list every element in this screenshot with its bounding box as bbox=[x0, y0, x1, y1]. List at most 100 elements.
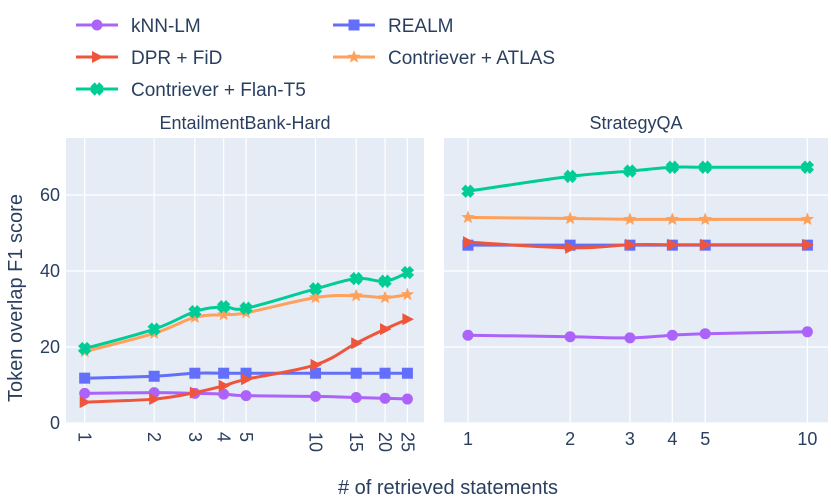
data-point-knn-lm bbox=[79, 387, 91, 399]
legend[interactable]: kNN-LM REALM DPR + FiD Contriever + ATLAS Co… bbox=[76, 16, 555, 101]
series-line-dpr-fid bbox=[467, 240, 808, 250]
legend-item-realm[interactable]: REALM bbox=[333, 16, 453, 37]
series-line-contriever-atlas bbox=[467, 215, 808, 221]
data-point-dpr-fid bbox=[700, 238, 712, 251]
data-point-contriever-flan-t5 bbox=[188, 304, 202, 319]
plot-area-strategyqa bbox=[444, 138, 828, 423]
data-point-knn-lm bbox=[401, 393, 413, 405]
x-tick-label: 10 bbox=[797, 429, 817, 449]
data-point-contriever-flan-t5 bbox=[400, 265, 415, 280]
series-group-strategyqa bbox=[461, 160, 815, 344]
legend-item-dpr-fid[interactable]: DPR + FiD bbox=[76, 48, 222, 69]
data-point-knn-lm bbox=[240, 390, 252, 402]
series-realm bbox=[79, 367, 413, 384]
data-point-realm bbox=[379, 367, 391, 379]
legend-label-contriever-flan-t5: Contriever + Flan-T5 bbox=[131, 80, 306, 101]
data-point-contriever-atlas bbox=[665, 212, 679, 225]
x-tick-label: 5 bbox=[700, 429, 710, 449]
data-point-realm bbox=[218, 367, 230, 379]
x-tick-label: 3 bbox=[625, 429, 635, 449]
data-point-knn-lm bbox=[699, 328, 711, 340]
legend-label-realm: REALM bbox=[388, 16, 453, 37]
data-point-contriever-atlas bbox=[349, 288, 363, 302]
data-point-realm bbox=[310, 367, 322, 379]
panel-entailmentbank-hard: 1 2 3 4 5 10 15 20 25 EntailmentBank-Hard bbox=[66, 113, 424, 452]
x-tick-label: 10 bbox=[306, 432, 326, 452]
data-point-dpr-fid bbox=[189, 386, 202, 399]
data-point-knn-lm bbox=[666, 329, 678, 341]
legend-item-contriever-flan-t5[interactable]: Contriever + Flan-T5 bbox=[76, 80, 306, 101]
legend-marker-dpr-fid bbox=[92, 51, 104, 63]
legend-marker-knn-lm bbox=[91, 19, 103, 31]
x-ticks-entailmentbank-hard: 1 2 3 4 5 10 15 20 25 bbox=[75, 432, 418, 452]
data-point-knn-lm bbox=[350, 392, 362, 404]
legend-marker-contriever-atlas bbox=[347, 50, 361, 63]
data-point-realm bbox=[401, 367, 413, 379]
data-point-knn-lm bbox=[310, 390, 322, 402]
series-contriever-flan-t5 bbox=[77, 265, 415, 356]
data-point-dpr-fid bbox=[624, 238, 637, 251]
data-point-contriever-atlas bbox=[308, 290, 323, 304]
data-point-contriever-flan-t5 bbox=[461, 184, 475, 198]
y-tick-label: 0 bbox=[50, 413, 60, 433]
x-tick-label: 3 bbox=[185, 432, 205, 442]
data-point-knn-lm bbox=[624, 332, 636, 344]
series-dpr-fid bbox=[462, 236, 814, 254]
series-knn-lm bbox=[462, 326, 813, 344]
data-point-contriever-flan-t5 bbox=[308, 282, 323, 296]
data-point-dpr-fid bbox=[149, 393, 161, 406]
data-point-dpr-fid bbox=[351, 337, 363, 350]
data-point-dpr-fid bbox=[402, 313, 414, 326]
y-ticks: 0 20 40 60 bbox=[40, 185, 60, 433]
data-point-realm bbox=[148, 370, 160, 382]
x-tick-label: 15 bbox=[346, 432, 366, 452]
data-point-dpr-fid bbox=[241, 373, 253, 386]
data-point-contriever-atlas bbox=[461, 210, 475, 224]
series-contriever-atlas bbox=[461, 210, 815, 225]
y-tick-label: 60 bbox=[40, 185, 60, 205]
x-ticks-strategyqa: 1 2 3 4 5 10 bbox=[463, 429, 817, 449]
series-group-entailmentbank-hard bbox=[77, 265, 415, 409]
data-point-contriever-flan-t5 bbox=[378, 274, 392, 288]
y-axis-title: Token overlap F1 score bbox=[5, 194, 27, 402]
legend-item-contriever-atlas[interactable]: Contriever + ATLAS bbox=[333, 48, 555, 69]
data-point-realm bbox=[79, 372, 91, 384]
data-point-contriever-flan-t5 bbox=[698, 160, 712, 174]
data-point-knn-lm bbox=[801, 326, 813, 338]
series-knn-lm bbox=[79, 387, 413, 405]
data-point-dpr-fid bbox=[802, 238, 814, 251]
data-point-contriever-atlas bbox=[188, 310, 202, 324]
data-point-realm bbox=[240, 367, 252, 379]
x-tick-label: 2 bbox=[144, 432, 164, 442]
data-point-contriever-atlas bbox=[623, 212, 637, 225]
data-point-contriever-atlas bbox=[400, 287, 415, 301]
data-point-knn-lm bbox=[379, 392, 391, 404]
x-tick-label: 2 bbox=[565, 429, 575, 449]
data-point-contriever-flan-t5 bbox=[77, 341, 92, 356]
data-point-contriever-atlas bbox=[378, 290, 392, 304]
legend-marker-contriever-flan-t5 bbox=[90, 82, 104, 96]
data-point-contriever-atlas bbox=[563, 211, 577, 225]
data-point-contriever-flan-t5 bbox=[349, 271, 363, 286]
data-point-contriever-atlas bbox=[800, 212, 815, 225]
data-point-dpr-fid bbox=[79, 396, 92, 409]
data-point-contriever-flan-t5 bbox=[216, 300, 231, 314]
data-point-knn-lm bbox=[462, 329, 474, 341]
x-tick-label: 25 bbox=[397, 432, 417, 452]
series-contriever-flan-t5 bbox=[461, 160, 815, 198]
data-point-dpr-fid bbox=[667, 238, 679, 251]
gridlines-strategyqa bbox=[444, 138, 828, 424]
data-point-dpr-fid bbox=[565, 241, 577, 254]
subplot-title-strategyqa: StrategyQA bbox=[589, 113, 682, 133]
data-point-contriever-flan-t5 bbox=[623, 164, 637, 178]
subplot-title-entailmentbank-hard: EntailmentBank-Hard bbox=[159, 113, 330, 133]
data-point-contriever-flan-t5 bbox=[147, 322, 161, 336]
x-tick-label: 4 bbox=[214, 432, 234, 442]
legend-label-knn-lm: kNN-LM bbox=[131, 16, 201, 37]
legend-item-knn-lm[interactable]: kNN-LM bbox=[76, 16, 201, 37]
legend-label-dpr-fid: DPR + FiD bbox=[131, 48, 222, 69]
x-tick-label: 4 bbox=[667, 429, 677, 449]
data-point-contriever-atlas bbox=[217, 307, 231, 321]
series-dpr-fid bbox=[79, 313, 414, 409]
data-point-contriever-atlas bbox=[698, 212, 712, 225]
